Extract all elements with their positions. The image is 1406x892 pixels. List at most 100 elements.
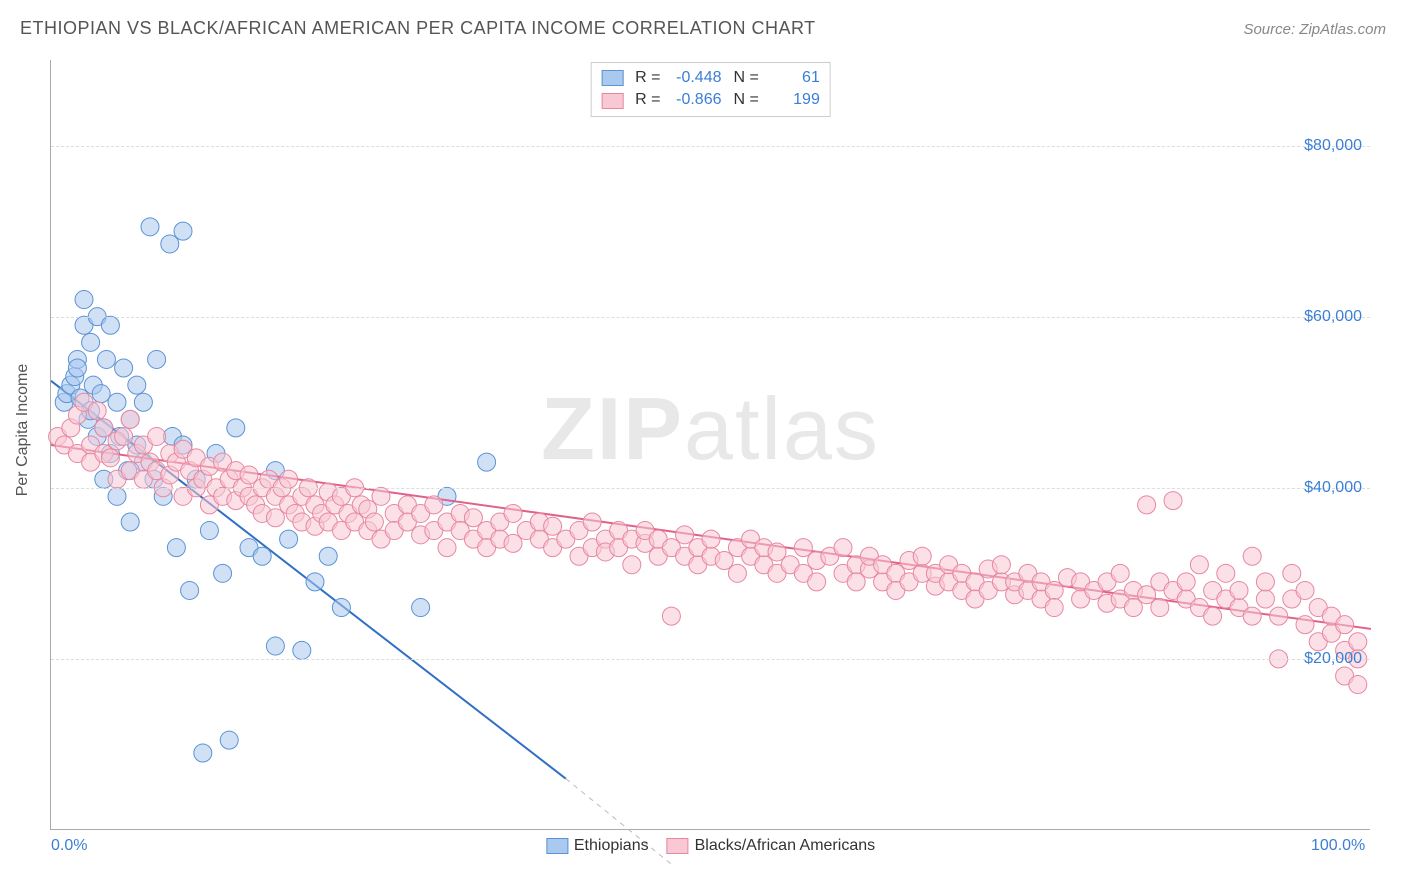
- data-point: [794, 539, 812, 557]
- data-point: [253, 547, 271, 565]
- gridline: [51, 146, 1370, 147]
- plot-area: ZIPatlas R = -0.448 N = 61 R = -0.866 N …: [50, 60, 1370, 830]
- data-point: [75, 291, 93, 309]
- legend-stats-row-0: R = -0.448 N = 61: [601, 67, 820, 89]
- y-axis-label: Per Capita Income: [14, 364, 32, 497]
- chart-title: ETHIOPIAN VS BLACK/AFRICAN AMERICAN PER …: [20, 18, 816, 39]
- data-point: [97, 350, 115, 368]
- data-point: [1243, 607, 1261, 625]
- data-point: [121, 513, 139, 531]
- data-point: [181, 581, 199, 599]
- data-point: [128, 376, 146, 394]
- data-point: [1270, 607, 1288, 625]
- data-point: [1190, 556, 1208, 574]
- ytick-label: $60,000: [1304, 308, 1362, 326]
- data-point: [95, 419, 113, 437]
- legend-label-0: Ethiopians: [574, 837, 649, 855]
- data-point: [913, 547, 931, 565]
- source-label: Source: ZipAtlas.com: [1243, 21, 1386, 38]
- data-point: [1151, 599, 1169, 617]
- data-point: [88, 402, 106, 420]
- data-point: [1164, 492, 1182, 510]
- data-point: [438, 539, 456, 557]
- legend-stats: R = -0.448 N = 61 R = -0.866 N = 199: [590, 62, 831, 117]
- data-point: [92, 385, 110, 403]
- data-point: [1349, 633, 1367, 651]
- data-point: [372, 487, 390, 505]
- data-point: [266, 509, 284, 527]
- gridline: [51, 488, 1370, 489]
- data-point: [504, 504, 522, 522]
- data-point: [623, 556, 641, 574]
- legend-item-0: Ethiopians: [546, 837, 649, 855]
- data-point: [101, 316, 119, 334]
- swatch-series-0: [601, 70, 623, 86]
- title-bar: ETHIOPIAN VS BLACK/AFRICAN AMERICAN PER …: [20, 18, 1386, 39]
- data-point: [1138, 496, 1156, 514]
- data-point: [1230, 581, 1248, 599]
- data-point: [68, 359, 86, 377]
- ytick-label: $20,000: [1304, 650, 1362, 668]
- data-point: [702, 530, 720, 548]
- data-point: [319, 547, 337, 565]
- data-point: [1349, 676, 1367, 694]
- data-point: [115, 427, 133, 445]
- data-point: [834, 539, 852, 557]
- data-point: [425, 496, 443, 514]
- data-point: [1217, 564, 1235, 582]
- data-point: [280, 470, 298, 488]
- data-point: [1111, 564, 1129, 582]
- data-point: [464, 509, 482, 527]
- data-point: [1177, 573, 1195, 591]
- data-point: [174, 222, 192, 240]
- data-point: [266, 637, 284, 655]
- data-point: [728, 564, 746, 582]
- data-point: [200, 522, 218, 540]
- data-point: [1296, 581, 1314, 599]
- data-point: [1256, 573, 1274, 591]
- swatch-bottom-1: [667, 838, 689, 854]
- data-point: [214, 564, 232, 582]
- data-point: [134, 393, 152, 411]
- data-point: [161, 235, 179, 253]
- ytick-label: $80,000: [1304, 137, 1362, 155]
- data-point: [227, 419, 245, 437]
- data-point: [148, 350, 166, 368]
- legend-label-1: Blacks/African Americans: [695, 837, 876, 855]
- data-point: [115, 359, 133, 377]
- data-point: [504, 534, 522, 552]
- data-point: [1296, 616, 1314, 634]
- scatter-layer: [51, 60, 1370, 829]
- data-point: [148, 427, 166, 445]
- data-point: [544, 517, 562, 535]
- data-point: [220, 731, 238, 749]
- data-point: [365, 513, 383, 531]
- data-point: [240, 466, 258, 484]
- data-point: [194, 744, 212, 762]
- data-point: [715, 552, 733, 570]
- data-point: [1243, 547, 1261, 565]
- gridline: [51, 659, 1370, 660]
- data-point: [768, 543, 786, 561]
- data-point: [808, 573, 826, 591]
- data-point: [1336, 616, 1354, 634]
- swatch-series-1: [601, 93, 623, 109]
- data-point: [847, 573, 865, 591]
- data-point: [332, 599, 350, 617]
- data-point: [101, 449, 119, 467]
- data-point: [82, 333, 100, 351]
- data-point: [121, 410, 139, 428]
- gridline: [51, 317, 1370, 318]
- data-point: [583, 513, 601, 531]
- xtick-label: 100.0%: [1311, 837, 1365, 855]
- data-point: [280, 530, 298, 548]
- data-point: [1283, 564, 1301, 582]
- data-point: [412, 599, 430, 617]
- data-point: [306, 573, 324, 591]
- data-point: [478, 453, 496, 471]
- legend-bottom: Ethiopians Blacks/African Americans: [546, 837, 875, 855]
- data-point: [1124, 599, 1142, 617]
- legend-item-1: Blacks/African Americans: [667, 837, 876, 855]
- data-point: [167, 539, 185, 557]
- data-point: [1204, 607, 1222, 625]
